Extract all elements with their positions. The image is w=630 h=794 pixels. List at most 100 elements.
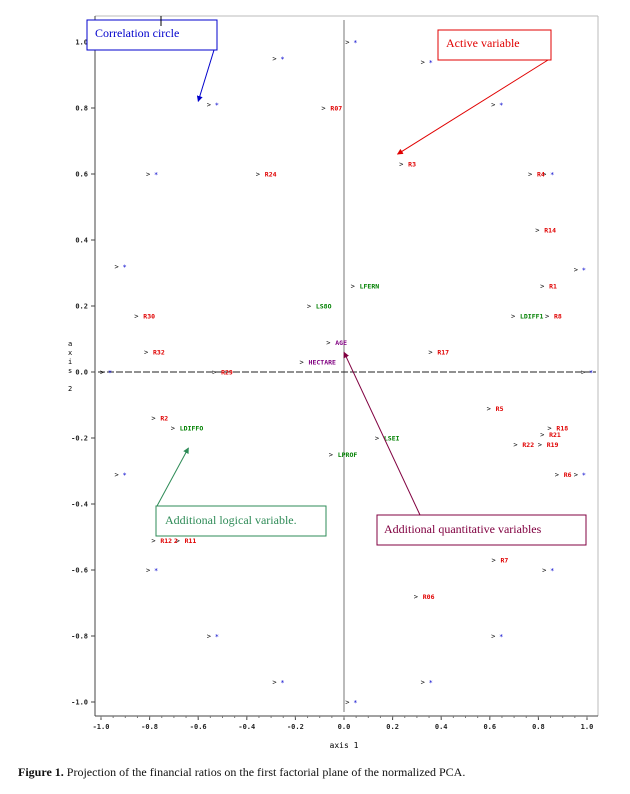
circle-marker-star: * xyxy=(582,471,586,479)
x-tick-label: 0.0 xyxy=(338,723,351,731)
y-tick-label: -0.2 xyxy=(71,435,88,443)
circle-marker-star: * xyxy=(353,699,357,707)
circle-marker-star: * xyxy=(499,633,503,641)
plot-frame xyxy=(94,15,599,717)
point-label: R21 xyxy=(549,431,561,439)
circle-marker-star: * xyxy=(429,679,433,687)
point-label: R7 xyxy=(501,557,509,565)
x-tick-label: -0.4 xyxy=(238,723,255,731)
circle-marker-arrow: > xyxy=(542,171,546,179)
circle-marker-star: * xyxy=(122,263,126,271)
circle-marker-arrow: > xyxy=(491,101,495,109)
y-tick-label: 0.6 xyxy=(75,171,88,179)
circle-marker-star: * xyxy=(582,267,586,275)
circle-marker-star: * xyxy=(215,102,219,110)
point-label: R19 xyxy=(547,441,559,449)
point-marker: > xyxy=(555,471,559,479)
x-tick-label: 0.4 xyxy=(435,723,448,731)
point-label: R24 xyxy=(265,171,277,179)
point-label: R12 xyxy=(160,537,172,545)
circle-marker-arrow: > xyxy=(345,39,349,47)
point-label: R17 xyxy=(437,349,449,357)
point-marker: > xyxy=(151,537,155,545)
annotation-text-logical: Additional logical variable. xyxy=(165,513,297,527)
point-marker: > xyxy=(151,415,155,423)
point-marker: > xyxy=(329,451,333,459)
point-label: R6 xyxy=(564,471,572,479)
x-tick-label: -1.0 xyxy=(93,723,110,731)
variable-points: > R07 > R3 > R24 > R4 > R14 > R1 > R8 > R30 > R32 > R17 > R29… xyxy=(134,105,571,601)
circle-marker-arrow: > xyxy=(100,369,104,377)
circle-marker-arrow: > xyxy=(421,58,425,66)
point-marker: > xyxy=(171,425,175,433)
y-tick-label: 0.4 xyxy=(75,237,88,245)
circle-marker-star: * xyxy=(154,567,158,575)
point-label: LDIFFO xyxy=(180,425,204,433)
point-label: 2 xyxy=(174,537,178,545)
point-label: LSEI xyxy=(384,435,400,443)
x-tick-label: 0.8 xyxy=(532,723,545,731)
x-tick-label: -0.8 xyxy=(141,723,158,731)
annotation-arrow-logical xyxy=(156,447,189,507)
point-label: R4 xyxy=(537,171,545,179)
circle-marker-arrow: > xyxy=(574,266,578,274)
point-marker: > xyxy=(513,441,517,449)
annotation-box-quant xyxy=(376,514,587,546)
point-label: LPROF xyxy=(338,451,358,459)
annotation-box-circle xyxy=(86,19,218,51)
circle-marker-arrow: > xyxy=(272,55,276,63)
x-axis-label: axis 1 xyxy=(330,741,359,750)
point-marker: > xyxy=(540,283,544,291)
circle-marker-arrow: > xyxy=(581,369,585,377)
circle-marker-arrow: > xyxy=(114,263,118,271)
point-marker: > xyxy=(547,425,551,433)
point-marker: > xyxy=(535,227,539,235)
circle-marker-star: * xyxy=(154,171,158,179)
point-marker: > xyxy=(144,349,148,357)
y-tick-label: -0.6 xyxy=(71,567,88,575)
point-label: AGE xyxy=(335,339,347,347)
point-marker: > xyxy=(256,171,260,179)
point-label: R30 xyxy=(143,312,155,320)
y-tick-label: -0.4 xyxy=(71,501,88,509)
point-marker: > xyxy=(212,369,216,377)
x-tick-label: 0.6 xyxy=(483,723,496,731)
y-tick-label: -0.8 xyxy=(71,633,88,641)
annotation-box-logical xyxy=(155,505,327,537)
circle-marker-star: * xyxy=(429,59,433,67)
point-marker: > xyxy=(540,431,544,439)
circle-marker-arrow: > xyxy=(542,567,546,575)
annotations: Correlation circle Active variable Additio… xyxy=(86,16,587,546)
point-marker: > xyxy=(414,593,418,601)
point-label: R3 xyxy=(408,161,416,169)
point-label: R1 xyxy=(549,283,557,291)
point-marker: > xyxy=(399,161,403,169)
point-label: R32 xyxy=(153,349,165,357)
x-tick-label: 0.2 xyxy=(386,723,399,731)
point-marker: > xyxy=(487,405,491,413)
y-tick-label: 0.0 xyxy=(75,369,88,377)
y-tick-label: 0.8 xyxy=(75,105,88,113)
y-tick-label: 0.2 xyxy=(75,303,88,311)
point-label: R06 xyxy=(423,593,435,601)
point-marker: > xyxy=(492,557,496,565)
point-label: R29 xyxy=(221,369,233,377)
annotation-arrow-active xyxy=(396,59,549,155)
x-tick-label: -0.2 xyxy=(287,723,304,731)
circle-marker-star: * xyxy=(550,567,554,575)
point-label: LDIFF1 xyxy=(520,312,544,320)
point-marker: > xyxy=(375,435,379,443)
point-label: R2 xyxy=(160,415,168,423)
caption-text: Projection of the financial ratios on th… xyxy=(63,765,466,779)
circle-marker-arrow: > xyxy=(272,679,276,687)
correlation-circle-markers: > * > * > * > * > * > * > * > * > * > * > * > * > * > * > * > * > * > * > * > * xyxy=(100,39,593,708)
point-label: LS8O xyxy=(316,303,332,311)
point-marker: > xyxy=(321,105,325,113)
point-label: HECTARE xyxy=(309,359,336,367)
circle-marker-arrow: > xyxy=(207,101,211,109)
point-marker: > xyxy=(528,171,532,179)
x-ticks: -1.0 -0.8 -0.6 -0.4 -0.2 0.0 0.2 0.4 0.6 0.8 1.0 xyxy=(93,716,593,731)
y-tick-label: 1.0 xyxy=(75,39,88,47)
y-tick-label: -1.0 xyxy=(71,699,88,707)
